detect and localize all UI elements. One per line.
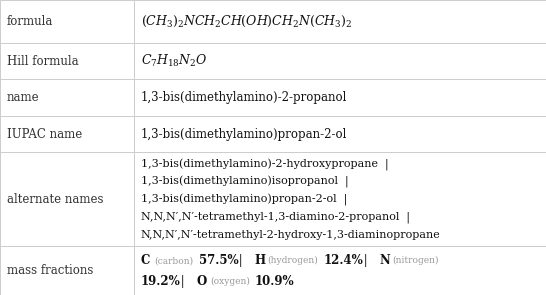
Text: 1,3-bis(dimethylamino)-2-propanol: 1,3-bis(dimethylamino)-2-propanol [141, 91, 347, 104]
Text: name: name [7, 91, 40, 104]
Text: (oxygen): (oxygen) [210, 277, 250, 286]
Text: formula: formula [7, 15, 54, 28]
Text: |: | [177, 275, 189, 288]
Text: $C_7H_{18}N_2O$: $C_7H_{18}N_2O$ [141, 53, 207, 69]
Text: 1,3-bis(dimethylamino)isopropanol  |: 1,3-bis(dimethylamino)isopropanol | [141, 176, 348, 188]
Text: (hydrogen): (hydrogen) [268, 256, 318, 265]
Text: 1,3-bis(dimethylamino)-2-hydroxypropane  |: 1,3-bis(dimethylamino)-2-hydroxypropane … [141, 158, 389, 171]
Text: 19.2%: 19.2% [141, 275, 181, 288]
Text: 10.9%: 10.9% [254, 275, 294, 288]
Text: 1,3-bis(dimethylamino)propan-2-ol  |: 1,3-bis(dimethylamino)propan-2-ol | [141, 194, 347, 206]
Text: N,N,N′,N′-tetramethyl-1,3-diamino-2-propanol  |: N,N,N′,N′-tetramethyl-1,3-diamino-2-prop… [141, 212, 410, 223]
Text: (nitrogen): (nitrogen) [393, 256, 439, 265]
Text: O: O [197, 275, 207, 288]
Text: alternate names: alternate names [7, 193, 104, 206]
Text: mass fractions: mass fractions [7, 264, 93, 277]
Text: C: C [141, 254, 150, 267]
Text: 12.4%: 12.4% [324, 254, 364, 267]
Text: |: | [360, 254, 372, 267]
Text: IUPAC name: IUPAC name [7, 127, 82, 140]
Text: N,N,N′,N′-tetramethyl-2-hydroxy-1,3-diaminopropane: N,N,N′,N′-tetramethyl-2-hydroxy-1,3-diam… [141, 230, 441, 240]
Text: Hill formula: Hill formula [7, 55, 79, 68]
Text: (carbon): (carbon) [154, 256, 193, 265]
Text: 1,3-bis(dimethylamino)propan-2-ol: 1,3-bis(dimethylamino)propan-2-ol [141, 127, 347, 140]
Text: N: N [380, 254, 390, 267]
Text: H: H [254, 254, 266, 267]
Text: |: | [235, 254, 247, 267]
Text: 57.5%: 57.5% [199, 254, 238, 267]
Text: $(CH_3)_2NCH_2CH(OH)CH_2N(CH_3)_2$: $(CH_3)_2NCH_2CH(OH)CH_2N(CH_3)_2$ [141, 14, 352, 29]
